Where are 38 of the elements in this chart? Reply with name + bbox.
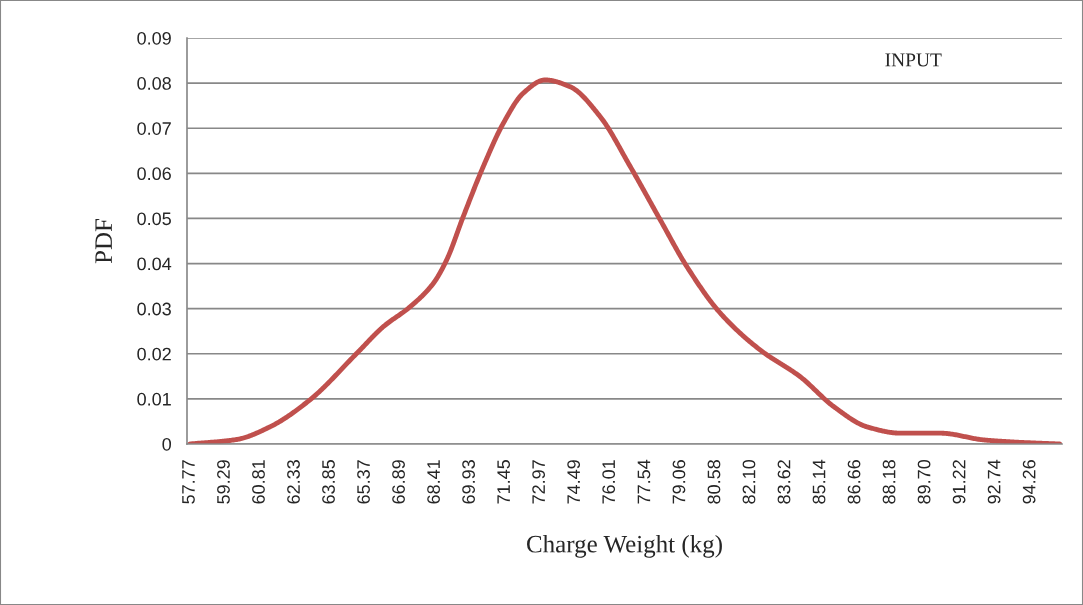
x-tick-label: 74.49 — [567, 460, 581, 504]
x-tick-label: 57.77 — [182, 460, 195, 504]
x-tick-label: 68.41 — [427, 460, 440, 504]
y-tick-label: 0.06 — [137, 167, 171, 181]
x-tick-label: 59.29 — [217, 460, 230, 504]
y-axis-title: PDF — [95, 218, 112, 264]
x-axis-title: Charge Weight (kg) — [527, 535, 722, 558]
x-tick-label: 76.01 — [602, 460, 616, 504]
x-tick-label: 69.93 — [462, 460, 475, 504]
y-tick-label: 0.08 — [137, 77, 171, 90]
x-tick-label: 89.70 — [917, 459, 931, 504]
x-tick-label: 65.37 — [357, 460, 370, 504]
y-tick-label: 0 — [162, 437, 172, 451]
x-tick-label: 77.54 — [637, 459, 651, 504]
x-tick-label: 80.58 — [707, 460, 721, 504]
x-tick-label: 66.89 — [392, 460, 405, 504]
y-tick-label: 0.04 — [137, 257, 172, 271]
x-tick-label: 63.85 — [322, 460, 335, 504]
y-tick-label: 0.01 — [137, 392, 171, 406]
x-tick-label: 79.06 — [672, 460, 686, 504]
x-tick-label: 94.26 — [1022, 460, 1036, 504]
annotation: INPUT — [885, 53, 942, 67]
x-tick-label: 83.62 — [777, 460, 791, 504]
x-tick-label: 88.18 — [882, 460, 896, 504]
y-tick-label: 0.05 — [137, 212, 171, 226]
y-tick-label: 0.09 — [137, 31, 171, 45]
y-tick-label: 0.07 — [137, 122, 171, 135]
y-tick-label: 0.02 — [137, 347, 171, 361]
x-tick-label: 62.33 — [287, 460, 300, 504]
x-tick-label: 60.81 — [252, 460, 265, 504]
x-tick-label: 82.10 — [742, 459, 756, 504]
y-tick-label: 0.03 — [137, 302, 171, 316]
x-tick-label: 92.74 — [987, 459, 1001, 504]
x-tick-label: 72.97 — [532, 460, 546, 504]
x-tick-label: 86.66 — [847, 460, 861, 504]
x-tick-label: 85.14 — [812, 459, 826, 504]
x-tick-label: 91.22 — [952, 460, 966, 504]
x-tick-label: 71.45 — [497, 460, 511, 504]
